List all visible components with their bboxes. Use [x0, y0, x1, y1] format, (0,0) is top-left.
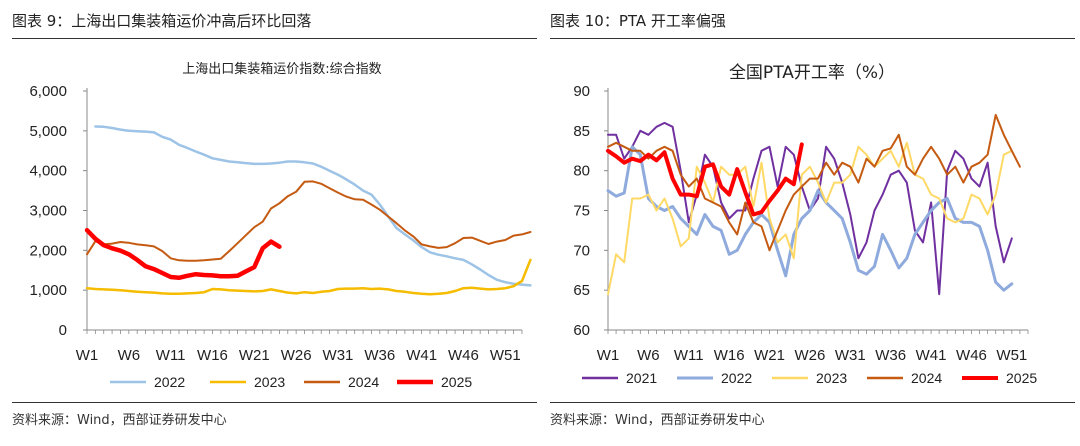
y-tick-label: 0: [59, 322, 67, 339]
legend-label-2022: 2022: [154, 374, 185, 390]
freight-index-chart: 上海出口集装箱运价指数:综合指数 0 1,000 2,000 3,000 4,000 5,0…: [29, 61, 532, 390]
series-line-2023: [85, 258, 532, 296]
legend-label-2024: 2024: [911, 370, 942, 386]
series-line-2022: [94, 125, 532, 287]
x-tick-label: W31: [323, 347, 354, 364]
x-tick-label: W16: [197, 347, 228, 364]
x-tick-label: W1: [597, 347, 620, 364]
x-tick-label: W46: [956, 347, 987, 364]
x-tick-label: W6: [637, 347, 660, 364]
y-tick-label: 75: [573, 203, 590, 220]
source-rule: [12, 402, 537, 403]
chart-title: 上海出口集装箱运价指数:综合指数: [182, 61, 381, 77]
series-line-2024: [607, 113, 1021, 252]
y-tick-label: 2,000: [29, 242, 67, 259]
y-tick-label: 60: [573, 322, 590, 339]
caption-rule: [12, 38, 537, 39]
x-tick-label: W51: [490, 347, 521, 364]
series-line-2024: [86, 180, 532, 262]
y-tick-label: 80: [573, 163, 590, 180]
x-tick-label: W26: [795, 347, 826, 364]
x-tick-label: W21: [239, 347, 270, 364]
y-tick-label: 65: [573, 282, 590, 299]
y-tick-label: 6,000: [29, 83, 67, 100]
legend-label-2022: 2022: [721, 370, 752, 386]
pta-utilization-chart: 全国PTA开工率（%） 60 65 70 75 80 85 90 W1 W6 W11 W16 W21 W2…: [573, 63, 1037, 386]
source-note: 资料来源：Wind，西部证券研发中心: [550, 413, 765, 428]
source-note: 资料来源：Wind，西部证券研发中心: [12, 413, 227, 428]
x-tick-label: W11: [674, 347, 704, 364]
y-tick-label: 85: [573, 123, 590, 140]
x-tick-label: W41: [916, 347, 947, 364]
panel-shanghai-freight: 图表 9：上海出口集装箱运价冲高后环比回落 上海出口集装箱运价指数:综合指数 0 1…: [12, 0, 537, 446]
x-tick-label: W46: [448, 347, 479, 364]
figure-caption: 图表 9：上海出口集装箱运价冲高后环比回落: [12, 12, 312, 30]
y-tick-label: 4,000: [29, 163, 67, 180]
panel-pta-utilization: 图表 10：PTA 开工率偏强 全国PTA开工率（%） 60 65 70 75 80 85 9…: [550, 0, 1075, 446]
x-tick-label: W6: [118, 347, 141, 364]
x-tick-label: W51: [996, 347, 1027, 364]
x-tick-label: W11: [156, 347, 186, 364]
legend-label-2023: 2023: [816, 370, 847, 386]
x-tick-label: W41: [406, 347, 437, 364]
chart-title: 全国PTA开工率（%）: [729, 63, 895, 83]
legend-label-2025: 2025: [1006, 370, 1037, 386]
figure-caption: 图表 10：PTA 开工率偏强: [550, 12, 726, 30]
x-tick-label: W16: [714, 347, 745, 364]
x-tick-label: W1: [76, 347, 99, 364]
y-tick-label: 90: [573, 83, 590, 100]
series-line-2025: [84, 227, 282, 281]
series-line-2023: [607, 141, 1013, 296]
legend-label-2024: 2024: [348, 374, 379, 390]
y-tick-label: 5,000: [29, 123, 67, 140]
y-tick-label: 3,000: [29, 203, 67, 220]
x-tick-label: W36: [364, 347, 395, 364]
caption-rule: [550, 38, 1075, 39]
source-rule: [550, 402, 1075, 403]
legend-label-2021: 2021: [626, 370, 657, 386]
x-tick-label: W21: [754, 347, 785, 364]
legend-label-2025: 2025: [441, 374, 472, 390]
legend-label-2023: 2023: [254, 374, 285, 390]
x-tick-label: W26: [281, 347, 312, 364]
series-line-2025: [606, 142, 804, 217]
x-tick-label: W36: [875, 347, 906, 364]
y-tick-label: 1,000: [29, 282, 67, 299]
x-tick-label: W31: [835, 347, 866, 364]
y-tick-label: 70: [573, 242, 590, 259]
series-line-2022: [606, 145, 1014, 292]
